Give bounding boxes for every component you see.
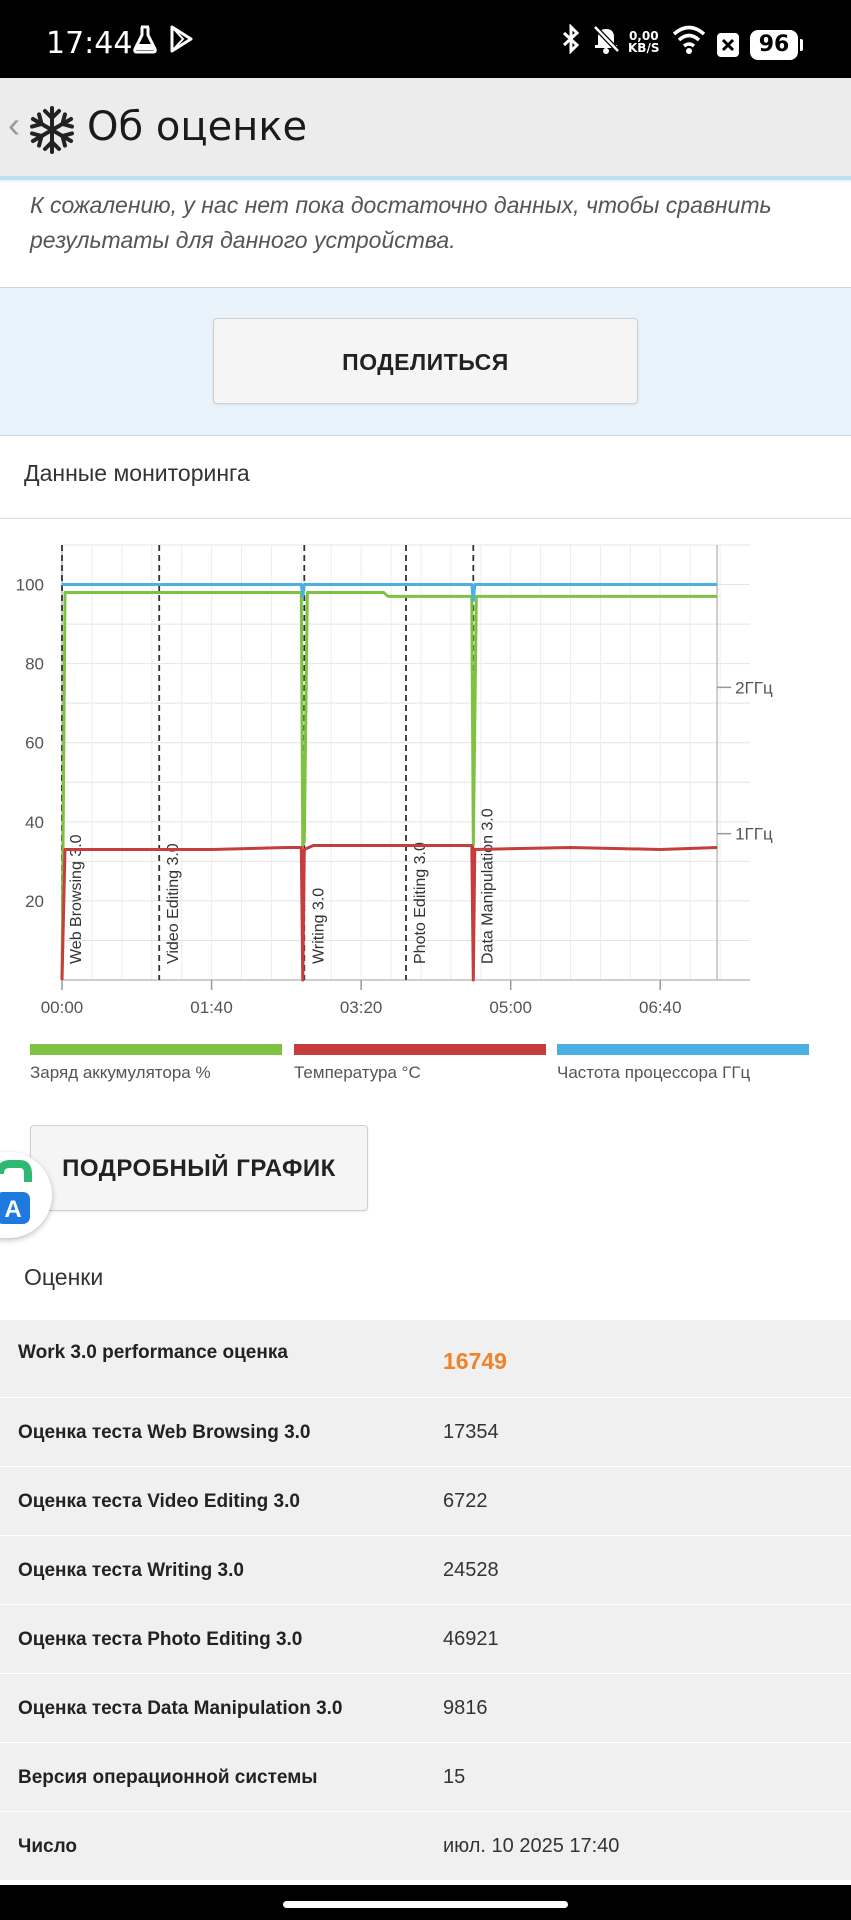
close-box-icon [717, 33, 739, 57]
phase-marker-label: Video Editing 3.0 [165, 843, 182, 964]
x-tick-label: 03:20 [340, 998, 383, 1017]
legend-swatch-cpu [557, 1044, 809, 1055]
score-label: Оценка теста Writing 3.0 [18, 1560, 244, 1581]
floating-translate-button[interactable]: A [0, 1152, 52, 1238]
x-tick-label: 01:40 [190, 998, 233, 1017]
x-tick-label: 05:00 [489, 998, 532, 1017]
detail-chart-button[interactable]: ПОДРОБНЫЙ ГРАФИК [30, 1125, 368, 1211]
scores-table: Work 3.0 performance оценка 16749 Оценка… [0, 1320, 851, 1881]
legend-label-battery: Заряд аккумулятора % [30, 1063, 211, 1082]
y-tick-label: 40 [25, 813, 44, 832]
network-speed: 0,00 KB/S [628, 30, 659, 54]
score-label: Оценка теста Video Editing 3.0 [18, 1491, 300, 1512]
notice-text: К сожалению, у нас нет пока достаточно д… [30, 192, 772, 253]
score-row-work: Work 3.0 performance оценка 16749 [0, 1320, 851, 1398]
flask-icon [133, 25, 157, 54]
score-value: 46921 [443, 1628, 499, 1650]
monitoring-title: Данные мониторинга [24, 460, 250, 486]
score-label: Оценка теста Photo Editing 3.0 [18, 1629, 303, 1650]
score-value: 17354 [443, 1421, 499, 1443]
speed-value: 0,00 [628, 29, 659, 43]
score-value: 6722 [443, 1490, 488, 1512]
legend-item-battery: Заряд аккумулятора % [30, 1044, 282, 1084]
score-label: Число [18, 1836, 78, 1857]
x-tick-label: 06:40 [639, 998, 682, 1017]
y2-tick-label: 2ГГц [735, 678, 773, 697]
snowflake-icon [27, 106, 77, 154]
score-row-data-manipulation: Оценка теста Data Manipulation 3.0 9816 [0, 1674, 851, 1743]
score-row-writing: Оценка теста Writing 3.0 24528 [0, 1536, 851, 1605]
score-row-web-browsing: Оценка теста Web Browsing 3.0 17354 [0, 1398, 851, 1467]
legend-label-temperature: Температура °C [294, 1063, 421, 1082]
series-line [60, 844, 718, 982]
monitoring-divider [0, 518, 851, 519]
battery-tip [800, 39, 803, 51]
page-title: Об оценке [87, 104, 308, 150]
monitoring-chart: 20 40 60 80 100 1ГГц 2ГГц 00:00 01:40 03:20 05:00 0… [16, 544, 773, 1017]
phase-marker-label: Photo Editing 3.0 [412, 842, 429, 964]
wifi-icon [672, 25, 706, 54]
notice-card: К сожалению, у нас нет пока достаточно д… [0, 182, 851, 288]
battery-indicator: 96 [750, 30, 798, 60]
scores-title: Оценки [24, 1264, 104, 1290]
phase-marker-label: Writing 3.0 [310, 888, 327, 964]
score-value: 9816 [443, 1697, 488, 1719]
translate-app-icon: A [0, 1160, 32, 1224]
series-line [60, 591, 718, 981]
app-bar: ‹ Об оценке [0, 78, 851, 180]
y-tick-label: 80 [25, 655, 44, 674]
score-label: Оценка теста Web Browsing 3.0 [18, 1422, 311, 1443]
phase-marker-label: Web Browsing 3.0 [68, 834, 85, 964]
score-row-os-version: Версия операционной системы 15 [0, 1743, 851, 1812]
y-tick-label: 60 [25, 734, 44, 753]
x-tick-label: 00:00 [41, 998, 84, 1017]
y2-tick-label: 1ГГц [735, 825, 773, 844]
legend-item-cpu: Частота процессора ГГц [557, 1044, 809, 1084]
score-row-date: Число июл. 10 2025 17:40 [0, 1812, 851, 1881]
legend-label-cpu: Частота процессора ГГц [557, 1063, 751, 1082]
legend-swatch-battery [30, 1044, 282, 1055]
share-button[interactable]: ПОДЕЛИТЬСЯ [213, 318, 638, 404]
translate-letter: A [4, 1196, 21, 1223]
bluetooth-icon [562, 24, 580, 54]
score-label: Work 3.0 performance оценка [18, 1342, 288, 1363]
score-row-photo-editing: Оценка теста Photo Editing 3.0 46921 [0, 1605, 851, 1674]
series-line [62, 583, 718, 602]
status-bar: 17:44 0,00 KB/S 96 [0, 0, 851, 78]
home-gesture-bar[interactable] [283, 1901, 568, 1908]
score-label: Оценка теста Data Manipulation 3.0 [18, 1698, 343, 1719]
legend-swatch-temperature [294, 1044, 546, 1055]
score-label: Версия операционной системы [18, 1767, 318, 1788]
chevron-left-icon[interactable]: ‹ [8, 104, 20, 145]
play-store-icon [170, 25, 193, 53]
status-time: 17:44 [46, 26, 133, 61]
speed-unit: KB/S [628, 41, 660, 55]
y-tick-label: 100 [16, 576, 44, 595]
legend-item-temperature: Температура °C [294, 1044, 546, 1084]
bell-muted-icon [593, 25, 620, 54]
score-value: 24528 [443, 1559, 499, 1581]
y-tick-label: 20 [25, 892, 44, 911]
phase-marker-label: Data Manipulation 3.0 [479, 808, 496, 964]
score-value: июл. 10 2025 17:40 [443, 1835, 620, 1857]
score-value: 16749 [443, 1348, 507, 1374]
score-value: 15 [443, 1766, 466, 1788]
score-row-video-editing: Оценка теста Video Editing 3.0 6722 [0, 1467, 851, 1536]
